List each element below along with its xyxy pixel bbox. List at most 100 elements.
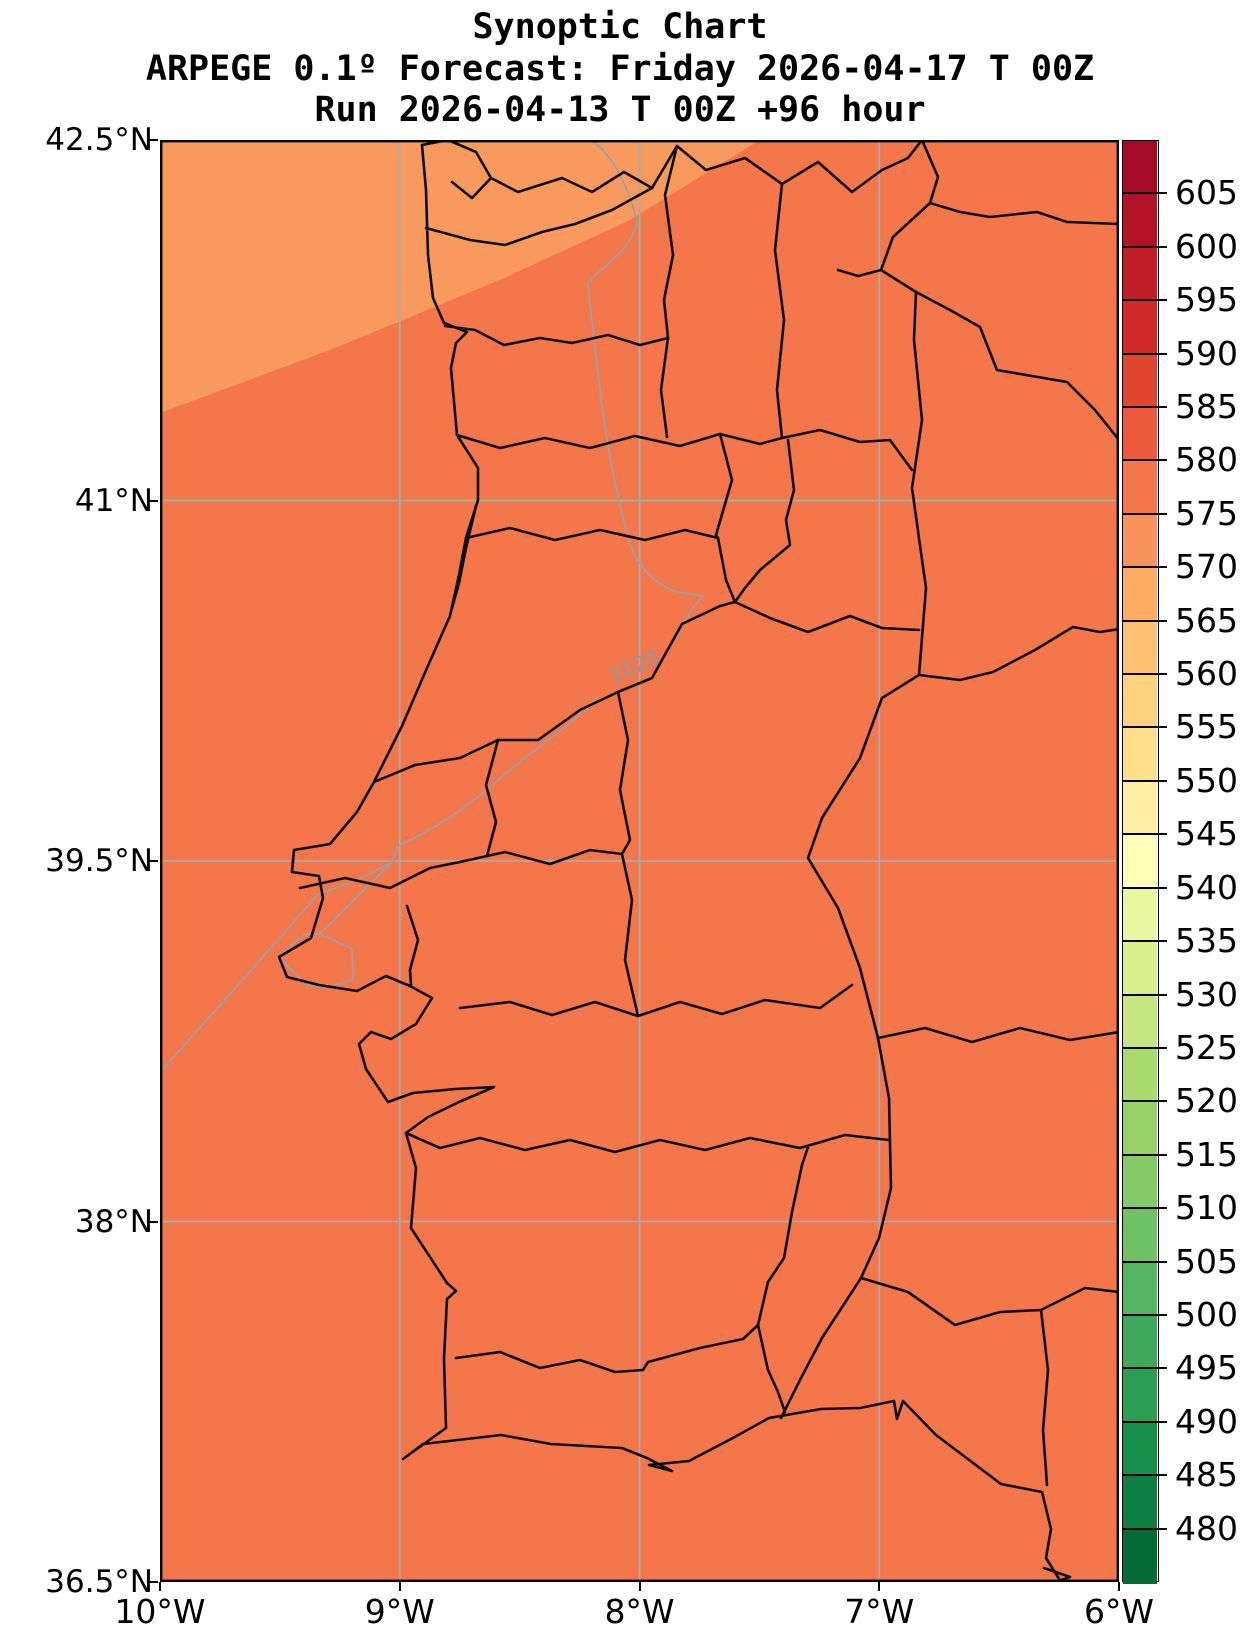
spain-province-line — [928, 201, 1119, 226]
district-line — [298, 860, 462, 890]
colorbar-tick-mark — [1122, 1046, 1167, 1049]
y-tick-mark — [148, 1581, 158, 1583]
colorbar-tick-label: 575 — [1175, 493, 1238, 533]
colorbar-segment — [1123, 675, 1157, 730]
colorbar-segment — [1123, 461, 1157, 516]
isobar-line — [587, 140, 704, 639]
colorbar-segment — [1123, 1422, 1157, 1477]
colorbar-segment — [1123, 1155, 1157, 1210]
colorbar-tick-mark — [1122, 1100, 1167, 1103]
colorbar-ramp — [1122, 140, 1159, 1584]
colorbar-tick-mark — [1122, 886, 1167, 889]
spain-province-line — [1039, 1308, 1050, 1487]
colorbar-segment — [1123, 1369, 1157, 1424]
district-line — [454, 1323, 760, 1374]
colorbar-segment — [1123, 1102, 1157, 1157]
colorbar-segment — [1123, 728, 1157, 783]
district-line — [443, 324, 670, 347]
y-tick-label: 39.5°N — [45, 843, 153, 879]
colorbar-tick-mark — [1122, 779, 1167, 782]
colorbar-tick-mark — [1122, 726, 1167, 729]
colorbar-tick-label: 550 — [1175, 760, 1238, 800]
colorbar-tick-label: 595 — [1175, 280, 1238, 320]
colorbar-tick-label: 585 — [1175, 387, 1238, 427]
colorbar-tick-mark — [1122, 1367, 1167, 1370]
x-tick-label: 9°W — [364, 1592, 435, 1631]
colorbar-tick-label: 540 — [1175, 867, 1238, 907]
map-plot-area: 1020 — [160, 140, 1119, 1582]
colorbar-tick-label: 515 — [1175, 1134, 1238, 1174]
colorbar-segment — [1123, 354, 1157, 409]
colorbar-segment — [1123, 1262, 1157, 1317]
colorbar-segment — [1123, 194, 1157, 249]
colorbar-segment — [1123, 835, 1157, 890]
colorbar-tick-mark — [1122, 993, 1167, 996]
colorbar-segment — [1123, 247, 1157, 302]
district-line — [773, 182, 786, 440]
thickness-band-570-575 — [160, 140, 760, 413]
colorbar-tick-mark — [1122, 673, 1167, 676]
isobar-line — [278, 861, 393, 989]
colorbar-segment — [1123, 888, 1157, 943]
colorbar-tick-label: 555 — [1175, 707, 1238, 747]
colorbar-segment — [1123, 995, 1157, 1050]
district-line — [756, 1323, 787, 1414]
chart-title: Synoptic Chart — [472, 7, 768, 47]
x-tick-mark — [878, 1582, 881, 1591]
district-line — [405, 904, 420, 987]
colorbar-tick-label: 525 — [1175, 1027, 1238, 1067]
y-tick-label: 42.5°N — [45, 122, 153, 158]
y-tick-label: 41°N — [74, 482, 153, 519]
colorbar-segment — [1123, 141, 1157, 195]
chart-subtitle-run: Run 2026-04-13 T 00Z +96 hour — [314, 90, 926, 130]
x-tick-label: 6°W — [1083, 1592, 1155, 1631]
colorbar-tick-mark — [1122, 1207, 1167, 1210]
colorbar-tick-mark — [1122, 833, 1167, 836]
colorbar-tick-label: 535 — [1175, 921, 1238, 961]
portugal-coastline — [277, 143, 1063, 1582]
border-spur — [836, 268, 883, 278]
x-tick-label: 8°W — [604, 1592, 675, 1631]
x-tick-mark — [638, 1582, 641, 1591]
colorbar-segment — [1123, 1209, 1157, 1264]
colorbar-tick-mark — [1122, 1420, 1167, 1423]
district-line — [616, 690, 640, 1018]
colorbar-tick-label: 480 — [1175, 1508, 1238, 1548]
colorbar-tick-label: 565 — [1175, 600, 1238, 640]
colorbar-tick-mark — [1122, 192, 1167, 195]
district-line — [458, 848, 624, 866]
district-line — [458, 983, 854, 1018]
colorbar-segment — [1123, 1315, 1157, 1370]
colorbar-tick-mark — [1122, 940, 1167, 943]
colorbar-segment — [1123, 942, 1157, 997]
colorbar-tick-mark — [1122, 1260, 1167, 1263]
x-tick-label: 7°W — [844, 1592, 915, 1631]
colorbar-tick-mark — [1122, 1153, 1167, 1156]
colorbar-tick-label: 490 — [1175, 1401, 1238, 1441]
district-line — [484, 738, 500, 858]
graticule-gridlines — [160, 140, 1119, 1582]
colorbar-tick-mark — [1122, 1527, 1167, 1530]
spain-province-line — [859, 1276, 1119, 1327]
x-tick-label: 10°W — [114, 1592, 206, 1631]
district-line — [714, 432, 737, 604]
x-tick-mark — [398, 1582, 401, 1591]
y-tick-mark — [148, 139, 158, 141]
colorbar-segment — [1123, 301, 1157, 356]
colorbar-tick-label: 510 — [1175, 1188, 1238, 1228]
district-line — [464, 526, 720, 542]
colorbar-tick-mark — [1122, 352, 1167, 355]
colorbar-segment — [1123, 514, 1157, 569]
portugal-spain-border — [420, 140, 940, 1420]
spain-province-line — [914, 290, 1119, 442]
y-tick-mark — [148, 860, 158, 862]
colorbar-tick-label: 600 — [1175, 226, 1238, 266]
colorbar-tick-label: 560 — [1175, 654, 1238, 694]
spain-province-line — [917, 625, 1119, 682]
colorbar-tick-label: 570 — [1175, 547, 1238, 587]
colorbar-tick-mark — [1122, 459, 1167, 462]
colorbar-tick-label: 545 — [1175, 814, 1238, 854]
colorbar-tick-mark — [1122, 245, 1167, 248]
x-tick-mark — [159, 1582, 161, 1591]
